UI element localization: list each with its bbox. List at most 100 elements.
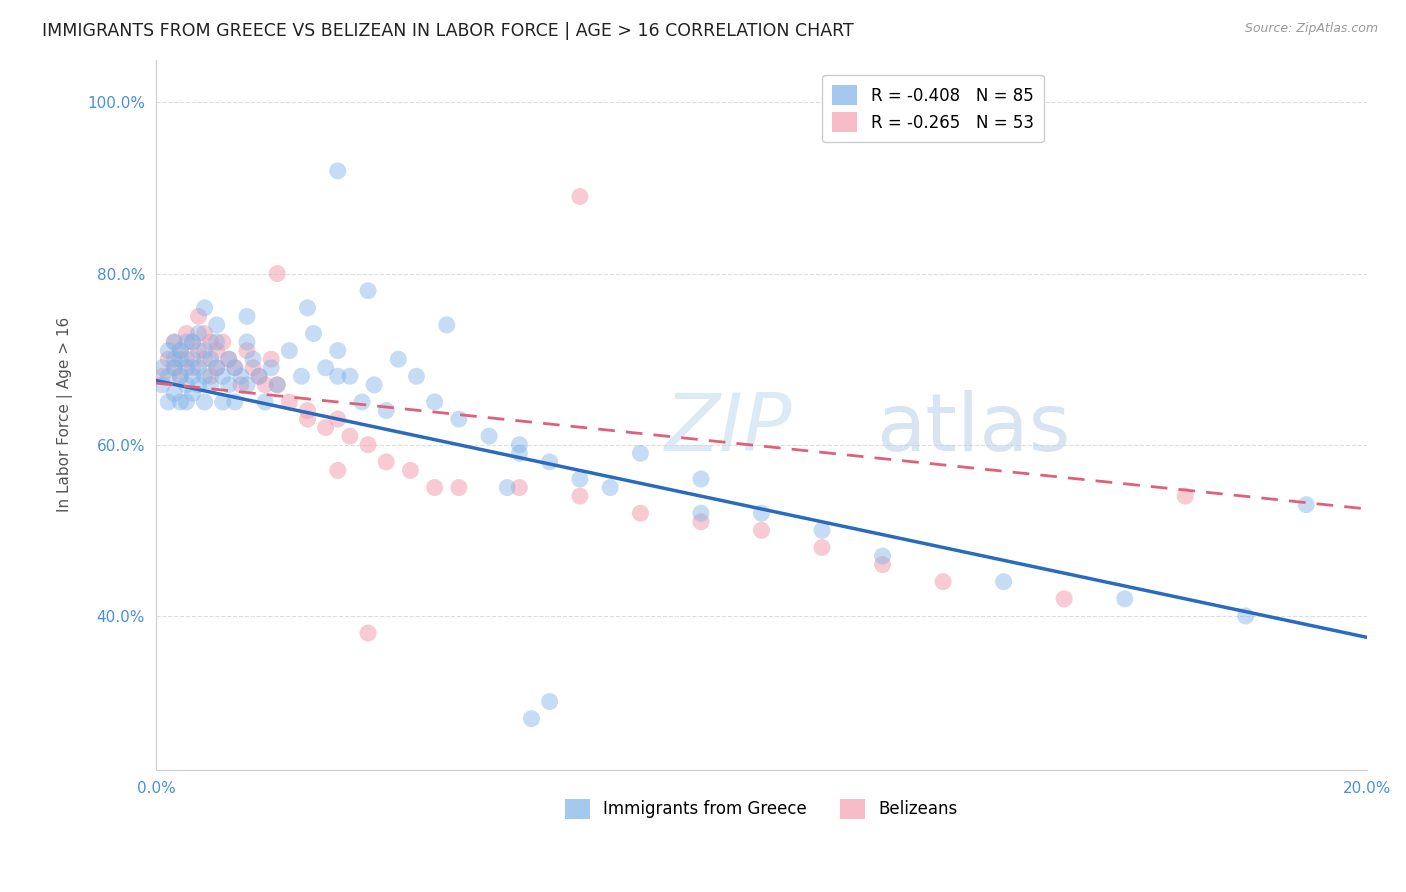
Point [751, 524, 773, 538]
Point [266, 377, 288, 392]
Point [751, 506, 773, 520]
Point [278, 343, 301, 358]
Point [157, 369, 180, 384]
Point [932, 574, 955, 589]
Point [194, 301, 217, 315]
Point [187, 360, 209, 375]
Point [224, 395, 246, 409]
Point [176, 395, 198, 409]
Point [236, 334, 259, 349]
Text: IMMIGRANTS FROM GREECE VS BELIZEAN IN LABOR FORCE | AGE > 16 CORRELATION CHART: IMMIGRANTS FROM GREECE VS BELIZEAN IN LA… [42, 22, 853, 40]
Point [599, 481, 621, 495]
Point [247, 369, 270, 384]
Point [218, 377, 240, 392]
Point [181, 360, 204, 375]
Point [628, 446, 651, 460]
Point [508, 438, 530, 452]
Point [1295, 498, 1317, 512]
Point [811, 524, 834, 538]
Point [326, 463, 349, 477]
Point [375, 455, 398, 469]
Point [508, 446, 530, 460]
Point [297, 301, 319, 315]
Point [357, 438, 380, 452]
Point [150, 369, 173, 384]
Point [811, 541, 834, 555]
Point [200, 369, 222, 384]
Point [326, 369, 349, 384]
Point [150, 360, 173, 375]
Point [176, 352, 198, 367]
Point [568, 189, 591, 203]
Point [187, 377, 209, 392]
Point [690, 515, 713, 529]
Point [224, 360, 246, 375]
Point [205, 360, 228, 375]
Point [357, 284, 380, 298]
Point [229, 377, 252, 392]
Point [181, 334, 204, 349]
Point [423, 481, 446, 495]
Point [405, 369, 427, 384]
Point [339, 429, 361, 443]
Point [357, 626, 380, 640]
Point [169, 369, 191, 384]
Point [187, 343, 209, 358]
Point [260, 360, 283, 375]
Point [176, 360, 198, 375]
Point [194, 352, 217, 367]
Point [339, 369, 361, 384]
Point [169, 343, 191, 358]
Y-axis label: In Labor Force | Age > 16: In Labor Force | Age > 16 [58, 318, 73, 512]
Point [315, 420, 337, 434]
Point [205, 334, 228, 349]
Point [242, 352, 264, 367]
Point [326, 412, 349, 426]
Point [1114, 591, 1136, 606]
Point [181, 334, 204, 349]
Point [229, 369, 252, 384]
Point [169, 352, 191, 367]
Point [290, 369, 312, 384]
Text: ZIP: ZIP [665, 390, 792, 468]
Point [496, 481, 519, 495]
Point [211, 369, 233, 384]
Point [181, 369, 204, 384]
Point [194, 343, 217, 358]
Point [200, 352, 222, 367]
Point [218, 352, 240, 367]
Point [187, 326, 209, 341]
Point [194, 395, 217, 409]
Point [169, 369, 191, 384]
Point [176, 326, 198, 341]
Point [205, 318, 228, 332]
Point [176, 377, 198, 392]
Point [205, 343, 228, 358]
Point [520, 712, 543, 726]
Point [315, 360, 337, 375]
Point [538, 455, 561, 469]
Point [176, 334, 198, 349]
Point [181, 352, 204, 367]
Point [399, 463, 422, 477]
Point [508, 481, 530, 495]
Point [387, 352, 409, 367]
Point [157, 395, 180, 409]
Point [157, 343, 180, 358]
Point [278, 395, 301, 409]
Point [326, 164, 349, 178]
Point [169, 395, 191, 409]
Point [163, 386, 186, 401]
Point [568, 472, 591, 486]
Point [150, 377, 173, 392]
Point [254, 377, 277, 392]
Point [163, 360, 186, 375]
Point [326, 343, 349, 358]
Point [194, 326, 217, 341]
Text: atlas: atlas [876, 390, 1071, 468]
Point [1053, 591, 1076, 606]
Point [169, 343, 191, 358]
Point [363, 377, 385, 392]
Point [872, 549, 894, 563]
Point [1234, 609, 1257, 624]
